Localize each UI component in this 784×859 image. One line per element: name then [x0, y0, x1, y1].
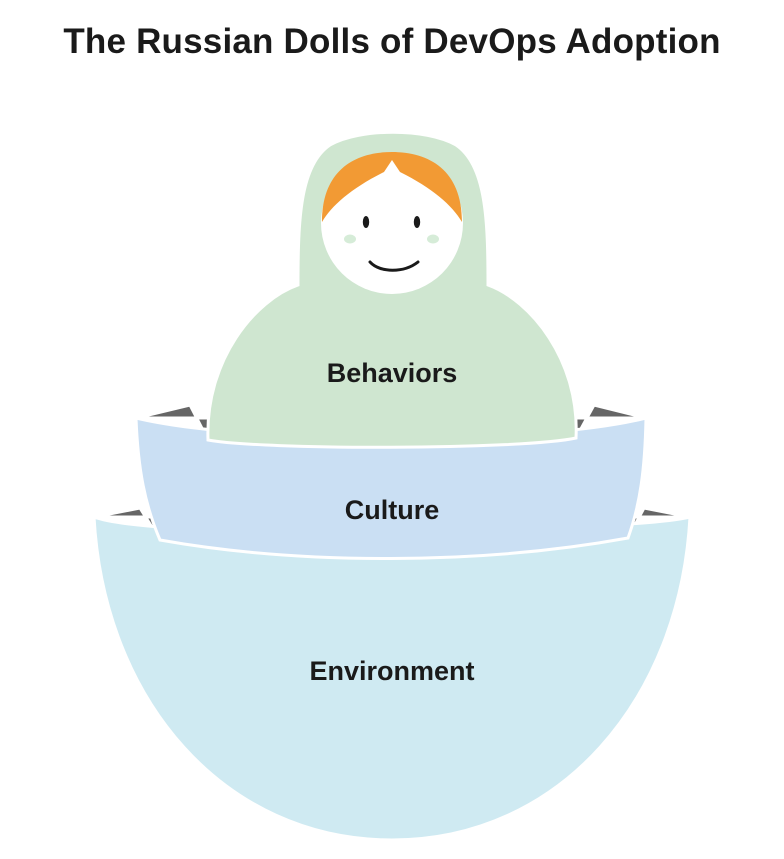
left-cheek: [344, 234, 356, 244]
page-title: The Russian Dolls of DevOps Adoption: [63, 22, 721, 61]
hair: [322, 152, 462, 222]
right-eye: [413, 216, 421, 228]
left-eye: [362, 216, 370, 228]
right-cheek: [427, 234, 439, 244]
behaviors-label: Behaviors: [327, 358, 458, 388]
behaviors-layer: Behaviors: [206, 130, 578, 449]
environment-label: Environment: [309, 656, 474, 686]
culture-label: Culture: [345, 495, 440, 525]
smile: [368, 260, 420, 272]
doll-face: [321, 152, 463, 294]
